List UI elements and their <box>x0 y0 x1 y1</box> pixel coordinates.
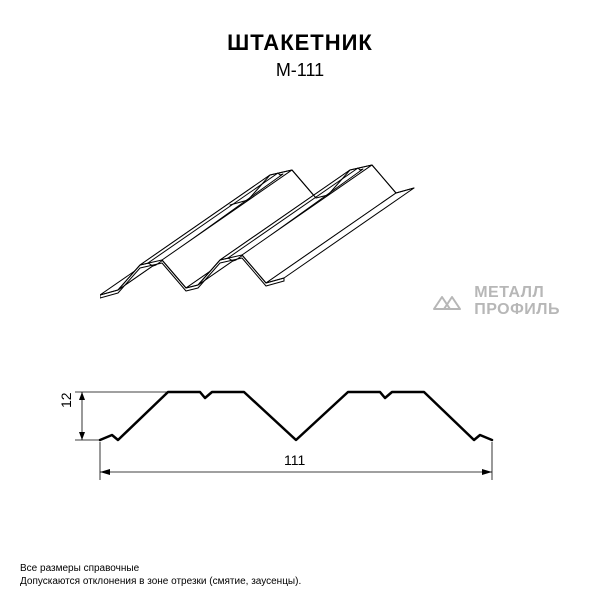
isometric-svg <box>100 120 420 320</box>
brand-line2: ПРОФИЛЬ <box>474 302 560 319</box>
brand-text: МЕТАЛЛ ПРОФИЛЬ <box>474 285 560 319</box>
isometric-view <box>100 120 420 320</box>
diagram-title: ШТАКЕТНИК <box>0 30 600 56</box>
title-block: ШТАКЕТНИК М-111 <box>0 0 600 81</box>
footnote-line1: Все размеры справочные <box>20 562 301 575</box>
footnote-line2: Допускаются отклонения в зоне отрезки (с… <box>20 575 301 588</box>
brand-icon <box>430 287 464 317</box>
dim-height-label: 12 <box>58 392 74 408</box>
brand-line1: МЕТАЛЛ <box>474 285 560 302</box>
diagram-subtitle: М-111 <box>0 60 600 81</box>
footnotes: Все размеры справочные Допускаются откло… <box>20 562 301 588</box>
cross-section-svg <box>40 380 560 520</box>
dim-width-label: 111 <box>284 452 305 468</box>
brand-watermark: МЕТАЛЛ ПРОФИЛЬ <box>430 285 560 319</box>
cross-section: 12 111 <box>40 380 560 520</box>
